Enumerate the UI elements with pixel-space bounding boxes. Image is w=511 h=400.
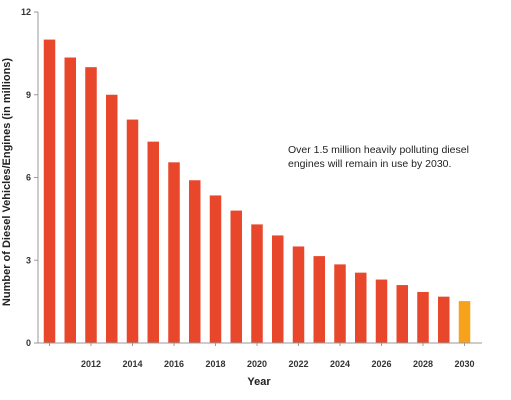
- x-tick-label: 2024: [330, 359, 350, 369]
- bar-2012: [85, 67, 97, 344]
- x-axis-label: Year: [247, 376, 271, 388]
- bar-2025: [355, 272, 367, 343]
- bar-2010: [43, 39, 56, 343]
- annotation-line-2: engines will remain in use by 2030.: [288, 158, 451, 170]
- x-tick-label: 2022: [288, 359, 308, 369]
- y-axis-label: Number of Diesel Vehicles/Engines (in mi…: [1, 58, 13, 307]
- bar-2029: [438, 296, 450, 343]
- bar-2020: [251, 224, 263, 343]
- x-tick-label: 2020: [247, 359, 267, 369]
- bar-2016: [168, 162, 180, 343]
- x-tick-label: 2014: [122, 359, 142, 369]
- bar-2013: [106, 94, 118, 343]
- bar-2028: [417, 291, 429, 343]
- x-tick-label: 2018: [205, 359, 225, 369]
- y-tick-label: 0: [26, 338, 31, 348]
- y-tick-label: 12: [21, 7, 31, 17]
- bar-2030: [458, 301, 471, 343]
- x-axis-ticks: 2012 2014 2016 2018 2020 2022 2024 2026 2028 2030: [49, 343, 475, 369]
- bar-2022: [292, 246, 305, 343]
- bar-2011: [64, 57, 76, 343]
- bar-2015: [147, 141, 159, 343]
- bar-2014: [126, 119, 139, 343]
- x-tick-label: 2016: [164, 359, 184, 369]
- bar-2024: [334, 264, 346, 343]
- y-tick-label: 9: [26, 90, 31, 100]
- x-tick-label: 2026: [371, 359, 391, 369]
- bar-2019: [230, 210, 242, 343]
- y-axis-ticks: 0 3 6 9 12: [21, 7, 38, 348]
- bar-2023: [313, 256, 325, 343]
- bar-2018: [209, 195, 222, 343]
- bar-2021: [272, 235, 284, 343]
- bars: [43, 39, 471, 344]
- bar-2027: [396, 285, 408, 343]
- y-tick-label: 6: [26, 173, 31, 183]
- x-tick-label: 2012: [81, 359, 101, 369]
- x-tick-label: 2030: [454, 359, 474, 369]
- x-tick-label: 2028: [413, 359, 433, 369]
- bar-2017: [189, 180, 201, 343]
- annotation-line-1: Over 1.5 million heavily polluting diese…: [288, 144, 469, 156]
- y-tick-label: 3: [26, 255, 31, 265]
- bar-2026: [375, 279, 388, 343]
